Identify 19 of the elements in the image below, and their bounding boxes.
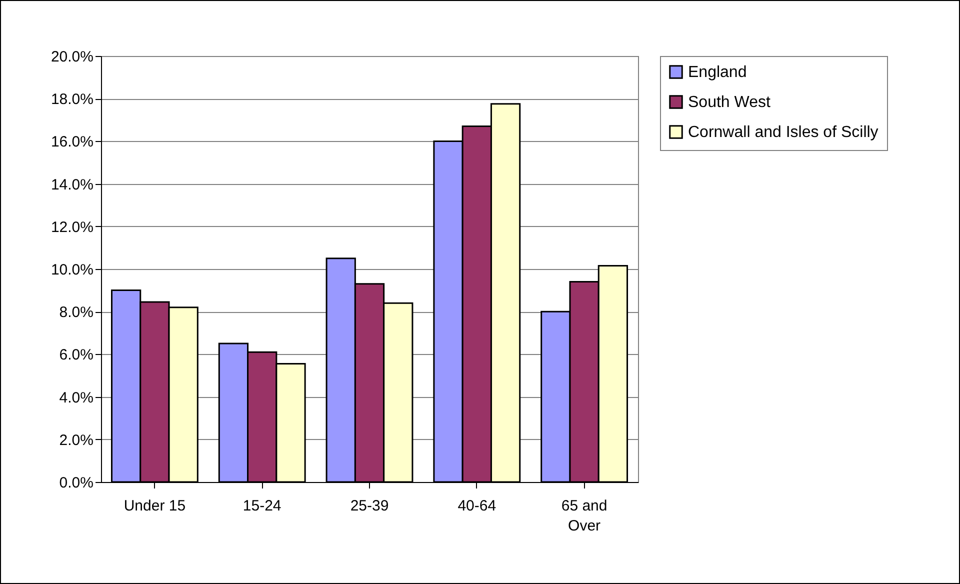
y-tick-label: 14.0% xyxy=(50,176,94,194)
y-tick-label: 20.0% xyxy=(50,48,94,66)
y-tick-label: 4.0% xyxy=(59,389,94,406)
y-tick-label: 10.0% xyxy=(50,262,94,278)
y-tick-label: 6.0% xyxy=(59,346,94,364)
x-tick-label: Under 15 xyxy=(124,498,186,514)
legend-label: Cornwall and Isles of Scilly xyxy=(688,124,878,141)
y-tick-label: 16.0% xyxy=(50,134,94,151)
y-tick-label: 2.0% xyxy=(59,432,94,449)
x-tick-label: 25-39 xyxy=(350,498,389,514)
x-tick-label: 15-24 xyxy=(242,498,282,514)
y-tick-label: 18.0% xyxy=(50,91,94,108)
y-tick-label: 8.0% xyxy=(59,304,94,322)
x-tick-label: 65 and Over xyxy=(561,498,608,534)
y-tick-label: 12.0% xyxy=(50,218,94,236)
y-tick-label: 0.0% xyxy=(59,474,94,492)
legend-label: England xyxy=(688,64,747,81)
x-tick-label: 40-64 xyxy=(458,498,496,514)
legend-label: South West xyxy=(688,94,771,111)
